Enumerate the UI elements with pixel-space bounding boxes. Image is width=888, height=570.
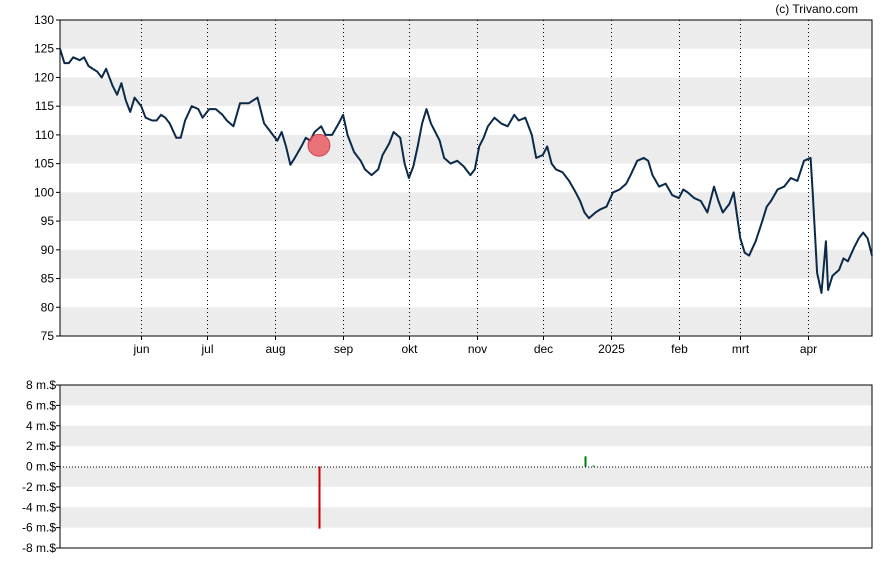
grid-band xyxy=(60,466,872,487)
insider-y-axis: -8 m.$ -6 m.$ -4 m.$ -2 m.$ 0 m.$ 2 m.$ 4 m.$ 6… xyxy=(22,378,60,555)
y-tick-label: 80 xyxy=(41,300,55,314)
y-tick-label: 2 m.$ xyxy=(26,439,56,453)
x-tick-label: dec xyxy=(534,342,553,356)
grid-band xyxy=(60,192,872,222)
insider-bars xyxy=(318,456,595,529)
x-tick-label: feb xyxy=(671,342,688,356)
y-tick-label: 4 m.$ xyxy=(26,419,56,433)
x-tick-label: apr xyxy=(800,342,817,356)
y-tick-label: -8 m.$ xyxy=(22,541,56,555)
insider-trade-marker xyxy=(307,133,331,157)
x-tick-label: jul xyxy=(200,342,213,356)
y-tick-label: -2 m.$ xyxy=(22,480,56,494)
insider-grid-bands xyxy=(60,385,872,528)
y-tick-label: 95 xyxy=(41,214,55,228)
y-tick-label: 105 xyxy=(34,157,54,171)
y-tick-label: -6 m.$ xyxy=(22,521,56,535)
y-tick-label: 75 xyxy=(41,329,55,343)
grid-band xyxy=(60,134,872,164)
price-grid-bands xyxy=(60,20,872,336)
y-tick-label: 120 xyxy=(34,70,54,84)
x-tick-label: aug xyxy=(265,342,285,356)
grid-band xyxy=(60,20,872,49)
grid-band xyxy=(60,425,872,447)
x-tick-label: nov xyxy=(468,342,487,356)
price-line-series xyxy=(59,48,873,294)
x-tick-label: sep xyxy=(334,342,354,356)
price-y-axis: 75 80 85 90 95 100 105 110 115 120 125 130 xyxy=(34,13,60,343)
grid-band xyxy=(60,249,872,279)
y-tick-label: 130 xyxy=(34,13,54,27)
y-tick-label: -4 m.$ xyxy=(22,500,56,514)
grid-band xyxy=(60,507,872,528)
y-tick-label: 125 xyxy=(34,42,54,56)
grid-band xyxy=(60,77,872,107)
y-tick-label: 0 m.$ xyxy=(26,460,56,474)
price-plot-frame xyxy=(59,19,873,337)
x-tick-label: jun xyxy=(132,342,149,356)
y-tick-label: 100 xyxy=(34,185,54,199)
y-tick-label: 8 m.$ xyxy=(26,378,56,392)
copyright-label: (c) Trivano.com xyxy=(775,2,858,16)
y-tick-label: 90 xyxy=(41,243,55,257)
y-tick-label: 6 m.$ xyxy=(26,398,56,412)
grid-band xyxy=(60,385,872,406)
price-month-gridlines xyxy=(141,20,809,336)
y-tick-label: 85 xyxy=(41,272,55,286)
y-tick-label: 115 xyxy=(35,99,54,113)
y-tick-label: 110 xyxy=(35,128,54,142)
x-axis: jun jul aug sep okt nov dec 2025 feb mrt apr xyxy=(132,336,817,356)
x-tick-label: 2025 xyxy=(598,342,625,356)
x-tick-label: okt xyxy=(401,342,418,356)
grid-band xyxy=(60,307,872,336)
x-tick-label: mrt xyxy=(732,342,750,356)
